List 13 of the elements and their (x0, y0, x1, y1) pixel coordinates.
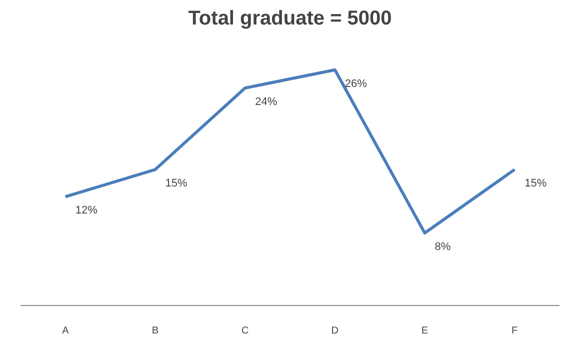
data-label: 15% (524, 178, 547, 190)
data-label: 15% (165, 178, 188, 190)
x-tick-label: D (331, 326, 339, 336)
x-tick-label: F (512, 326, 518, 336)
x-tick-label: C (241, 326, 249, 336)
x-tick-label: E (421, 326, 428, 336)
data-label: 12% (75, 204, 98, 217)
data-label: 26% (344, 78, 368, 90)
data-label: 24% (255, 96, 278, 108)
data-label: 8% (434, 240, 451, 253)
chart-title: Total graduate = 5000 (188, 8, 392, 30)
x-tick-label: B (152, 326, 159, 336)
x-tick-label: A (62, 326, 70, 336)
